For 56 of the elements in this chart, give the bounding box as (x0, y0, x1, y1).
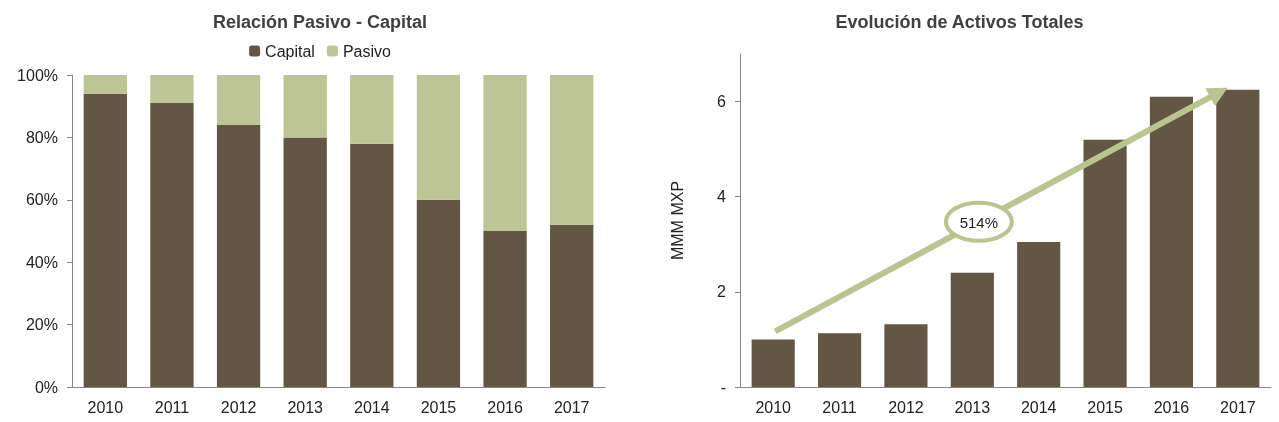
bar (884, 324, 928, 387)
x-tick-label: 2014 (354, 398, 390, 416)
bar (1216, 89, 1260, 387)
y-tick-label: 80% (25, 128, 58, 146)
x-tick-label: 2017 (553, 398, 590, 416)
bar (751, 339, 795, 387)
y-tick-label: 0% (34, 378, 58, 396)
x-tick-label: 2015 (1087, 398, 1123, 416)
bar (950, 272, 994, 387)
y-tick-label: 2 (717, 283, 727, 301)
bar (216, 75, 261, 125)
bar (1149, 96, 1194, 387)
bar (216, 124, 261, 387)
x-tick-label: 2017 (1220, 398, 1256, 416)
x-tick-label: 2010 (87, 398, 124, 416)
y-tick-label: 100% (17, 66, 58, 84)
y-tick-label: 60% (25, 191, 58, 209)
x-tick-label: 2012 (888, 398, 924, 416)
bar (817, 333, 862, 387)
bar (1017, 241, 1061, 387)
bar (83, 93, 127, 387)
x-tick-label: 2010 (755, 398, 792, 416)
bar (150, 75, 194, 104)
bar (350, 143, 394, 387)
x-tick-label: 2011 (822, 398, 857, 416)
y-tick-label: 4 (717, 188, 727, 206)
x-tick-label: 2016 (1153, 398, 1190, 416)
chart-title: Relación Pasivo - Capital (212, 12, 428, 32)
y-tick-label: - (720, 378, 726, 396)
y-axis-title: MMM MXP (668, 180, 686, 261)
bar (416, 199, 461, 387)
y-tick-label: 40% (25, 253, 58, 271)
bar (550, 75, 594, 225)
bar (550, 224, 594, 387)
bar (416, 75, 461, 200)
x-tick-label: 2011 (154, 398, 190, 416)
legend-label: Capital (265, 42, 315, 60)
y-tick-label: 20% (25, 316, 58, 334)
bar (283, 75, 327, 138)
chart-title: Evolución de Activos Totales (835, 12, 1084, 32)
x-tick-label: 2016 (487, 398, 523, 416)
x-tick-label: 2015 (420, 398, 457, 416)
x-tick-label: 2012 (220, 398, 257, 416)
x-tick-label: 2014 (1020, 398, 1057, 416)
bar (350, 75, 394, 144)
annotation: 514% (959, 213, 999, 231)
bar (150, 103, 194, 387)
legend-label: Pasivo (342, 42, 392, 60)
y-tick-label: 6 (717, 93, 727, 111)
x-tick-label: 2013 (954, 398, 991, 416)
bar (1083, 139, 1127, 387)
bar (83, 75, 127, 94)
bar (283, 137, 327, 387)
bar (483, 231, 527, 387)
x-tick-label: 2013 (287, 398, 324, 416)
bar (483, 75, 527, 231)
